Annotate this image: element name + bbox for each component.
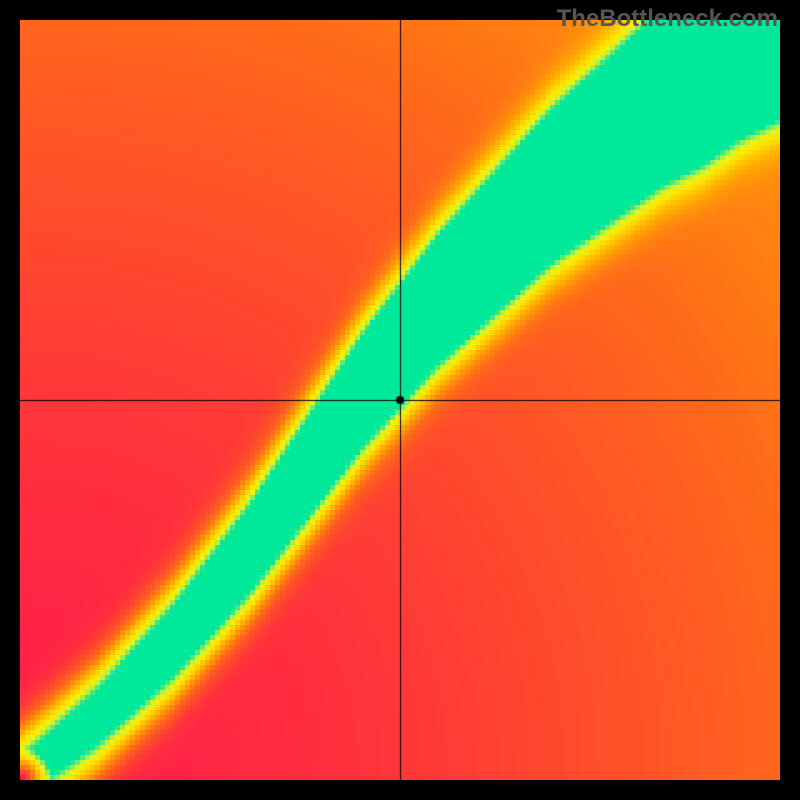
chart-container: TheBottleneck.com — [0, 0, 800, 800]
crosshair-overlay — [20, 20, 780, 780]
